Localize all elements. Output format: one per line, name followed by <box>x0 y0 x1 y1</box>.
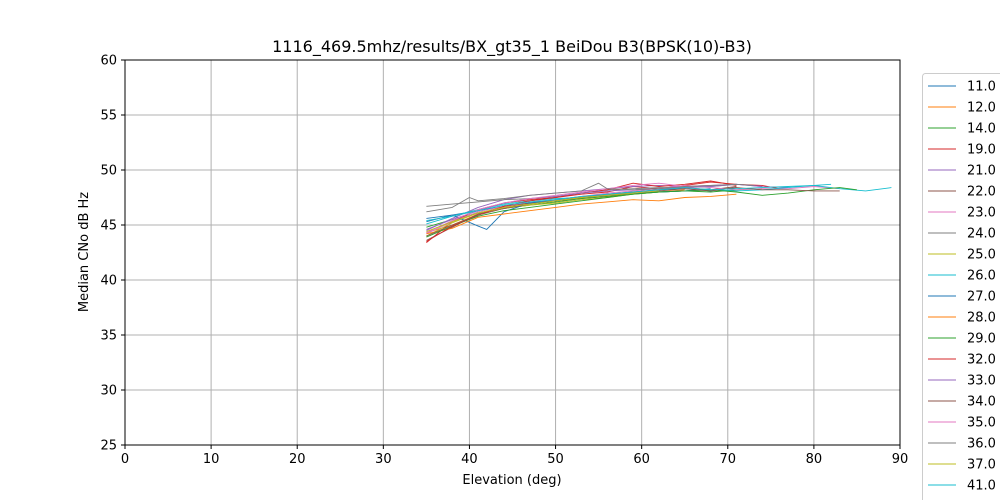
legend-label: 28.0 <box>967 311 996 326</box>
x-tick-label: 90 <box>892 452 909 467</box>
y-tick-label: 60 <box>100 54 117 69</box>
y-tick-label: 30 <box>100 384 117 399</box>
y-tick-label: 35 <box>100 329 117 344</box>
x-tick-label: 60 <box>633 452 650 467</box>
x-tick-label: 0 <box>121 452 129 467</box>
legend: 11.0 12.0 14.0 19.0 21.0 22.0 23.0 24.0 25.0 26.0… <box>922 73 1000 500</box>
x-tick-label: 50 <box>547 452 564 467</box>
series-line-29.0 <box>426 187 857 238</box>
y-tick-label: 25 <box>100 439 117 454</box>
legend-label: 32.0 <box>967 353 996 368</box>
x-axis: 0 10 20 30 40 50 60 70 80 90 <box>121 445 908 467</box>
legend-label: 25.0 <box>967 248 996 263</box>
legend-label: 14.0 <box>967 122 996 137</box>
legend-label: 23.0 <box>967 206 996 221</box>
legend-label: 24.0 <box>967 227 996 242</box>
legend-label: 29.0 <box>967 332 996 347</box>
x-tick-label: 30 <box>375 452 392 467</box>
series-line-28.0 <box>426 193 737 235</box>
y-tick-label: 55 <box>100 109 117 124</box>
x-tick-label: 70 <box>720 452 737 467</box>
x-tick-label: 10 <box>203 452 220 467</box>
series-line-41.0 <box>426 183 832 222</box>
legend-frame <box>922 73 1000 500</box>
y-axis: 25 30 35 40 45 50 55 60 <box>100 54 125 454</box>
x-axis-label: Elevation (deg) <box>462 473 561 488</box>
x-tick-label: 80 <box>806 452 823 467</box>
y-tick-label: 45 <box>100 219 117 234</box>
y-tick-label: 50 <box>100 164 117 179</box>
x-tick-label: 40 <box>461 452 478 467</box>
legend-label: 22.0 <box>967 185 996 200</box>
chart-title: 1116_469.5mhz/results/BX_gt35_1 BeiDou B… <box>272 37 752 57</box>
legend-label: 41.0 <box>967 479 996 494</box>
x-tick-label: 20 <box>289 452 306 467</box>
grid <box>124 59 901 446</box>
legend-label: 12.0 <box>967 101 996 116</box>
legend-label: 19.0 <box>967 143 996 158</box>
legend-label: 27.0 <box>967 290 996 305</box>
plot-frame <box>124 59 901 446</box>
series-line-37.0 <box>426 190 659 233</box>
legend-label: 37.0 <box>967 458 996 473</box>
legend-label: 36.0 <box>967 437 996 452</box>
series-layer <box>426 180 892 243</box>
legend-label: 35.0 <box>967 416 996 431</box>
series-line-36.0 <box>426 182 754 213</box>
legend-label: 11.0 <box>967 80 996 95</box>
legend-label: 26.0 <box>967 269 996 284</box>
legend-label: 21.0 <box>967 164 996 179</box>
legend-label: 34.0 <box>967 395 996 410</box>
y-axis-label: Median CNo dB Hz <box>77 192 92 312</box>
y-tick-label: 40 <box>100 274 117 289</box>
legend-label: 33.0 <box>967 374 996 389</box>
